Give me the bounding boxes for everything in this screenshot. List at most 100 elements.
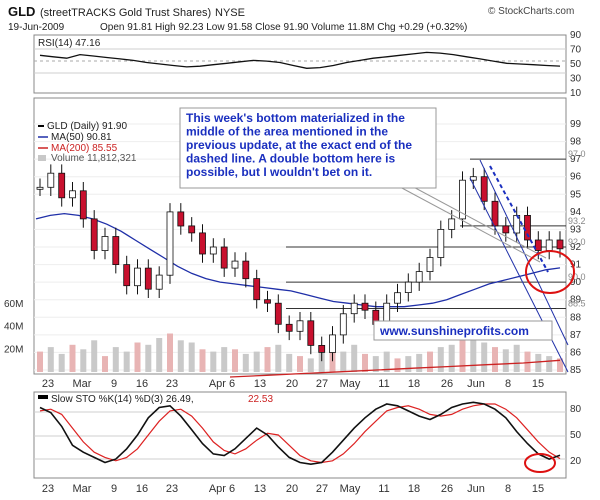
- rsi-ticks: 90 70 50 30 10: [570, 30, 582, 99]
- stochastic-panel: Slow STO %K(14) %D(3) 26.49, 22.53 80 50 2…: [33, 391, 582, 479]
- volume-bar: [221, 347, 228, 372]
- x-axis-label: May: [340, 483, 361, 495]
- volume-bar: [394, 358, 401, 372]
- price-legend: GLD (Daily) 91.90 MA(50) 90.81 MA(200) 8…: [38, 121, 137, 164]
- volume-bar: [58, 353, 65, 372]
- volume-bar: [297, 356, 303, 372]
- x-axis-label: 20: [286, 378, 298, 390]
- chart-symbol: GLD: [8, 4, 35, 19]
- candle-body: [188, 225, 196, 234]
- volume-tick-label: 40M: [4, 322, 23, 333]
- candle-body: [36, 186, 44, 190]
- annotation-line: middle of the area mentioned in the: [186, 125, 388, 139]
- website-url: www.sunshineprofits.com: [379, 324, 529, 338]
- sto-tick-label: 80: [570, 404, 582, 415]
- x-axis-label: 23: [166, 483, 178, 495]
- volume-bar: [416, 353, 423, 372]
- x-axis-label: 23: [42, 378, 54, 390]
- volume-bar: [145, 344, 152, 372]
- rsi-tick-label: 90: [570, 30, 582, 41]
- price-tick-label: 87: [570, 330, 582, 341]
- rsi-panel: RSI(14) 47.16 90 70 50 30 10: [33, 30, 582, 99]
- candle-body: [220, 246, 228, 269]
- annotation-text: This week's bottom materialized in the mi…: [186, 111, 412, 179]
- candle-body: [437, 228, 445, 258]
- x-axis-label: 16: [136, 378, 148, 390]
- volume-bar: [437, 347, 444, 372]
- ma50-line: [35, 212, 561, 308]
- volume-bar: [102, 356, 108, 372]
- annotation-pointer: [399, 186, 541, 263]
- volume-bar: [448, 344, 455, 372]
- price-tick-label: 91: [570, 260, 582, 271]
- candle-body: [155, 274, 163, 290]
- x-axis-label: 18: [408, 378, 420, 390]
- x-axis-label: 23: [166, 378, 178, 390]
- x-axis-label: 11: [378, 378, 389, 390]
- rsi-tick-label: 10: [570, 88, 582, 99]
- rsi-label: RSI(14) 47.16: [38, 38, 101, 49]
- x-axis-label: Mar: [73, 483, 92, 495]
- x-axis-label: 13: [254, 483, 266, 495]
- x-axis-label: 23: [42, 483, 54, 495]
- price-tick-label: 88: [570, 312, 582, 323]
- candle-body: [491, 200, 499, 227]
- x-axis-label: 18: [408, 483, 420, 495]
- volume-bars: [37, 333, 563, 372]
- candle-body: [426, 257, 434, 273]
- x-axis-label: May: [340, 378, 361, 390]
- x-axis-label: Apr 6: [209, 378, 235, 390]
- candle-body: [307, 320, 315, 346]
- x-axis-label: 15: [532, 483, 544, 495]
- candle-body: [253, 278, 261, 301]
- volume-bar: [264, 347, 271, 372]
- candle-body: [296, 320, 304, 332]
- x-axis-label: Jun: [467, 378, 485, 390]
- price-tick-label: 99: [570, 119, 582, 130]
- volume-bar: [492, 347, 498, 372]
- volume-bar: [470, 338, 477, 372]
- volume-bar: [177, 340, 184, 372]
- volume-bar: [383, 351, 390, 372]
- support-line-label: 92.0: [568, 237, 586, 247]
- candle-body: [480, 176, 488, 202]
- candle-body: [318, 344, 326, 353]
- volume-bar: [513, 344, 520, 372]
- price-tick-label: 96: [570, 172, 582, 183]
- candle-body: [69, 190, 76, 199]
- candle-body: [209, 246, 217, 255]
- support-line-label: 93.2: [568, 216, 586, 226]
- rsi-tick-label: 30: [570, 74, 582, 85]
- legend-ma200: MA(200) 85.55: [51, 143, 118, 154]
- stockcharts-watermark: © StockCharts.com: [488, 6, 574, 17]
- volume-bar: [210, 351, 217, 372]
- sto-d-line: [39, 403, 561, 464]
- volume-bar: [535, 353, 542, 372]
- candle-body: [101, 236, 109, 252]
- sto-label: Slow STO %K(14) %D(3) 26.49,: [51, 394, 194, 405]
- ma200-line: [229, 359, 561, 378]
- support-line-label: 97.0: [568, 149, 586, 159]
- candle-body: [361, 302, 369, 311]
- candle-body: [134, 267, 141, 287]
- volume-bar: [372, 356, 379, 372]
- legend-ma50: MA(50) 90.81: [51, 132, 112, 143]
- candle-body: [199, 232, 206, 255]
- annotation-line: dashed line. A double bottom here is: [186, 152, 395, 166]
- chart-exchange: NYSE: [215, 7, 245, 19]
- rsi-tick-label: 50: [570, 59, 582, 70]
- volume-bar: [481, 342, 488, 372]
- support-line-label: 90.0: [568, 272, 586, 282]
- x-axis-label: 16: [136, 483, 148, 495]
- candle-body: [264, 299, 271, 304]
- x-axis-labels-bottom: 23 Mar 9 16 23 Apr 6 13 20 27 May 11 18 26 Jun 8 15: [42, 483, 544, 495]
- price-tick-label: 90: [570, 277, 582, 288]
- price-tick-label: 89: [570, 295, 582, 306]
- bottom-highlight-circle: [525, 250, 575, 294]
- volume-bar: [351, 344, 358, 372]
- candle-body: [231, 260, 239, 269]
- x-axis-label: 26: [441, 483, 453, 495]
- candle-body: [534, 239, 542, 251]
- x-axis-label: 11: [378, 483, 389, 495]
- candle-body: [502, 225, 510, 234]
